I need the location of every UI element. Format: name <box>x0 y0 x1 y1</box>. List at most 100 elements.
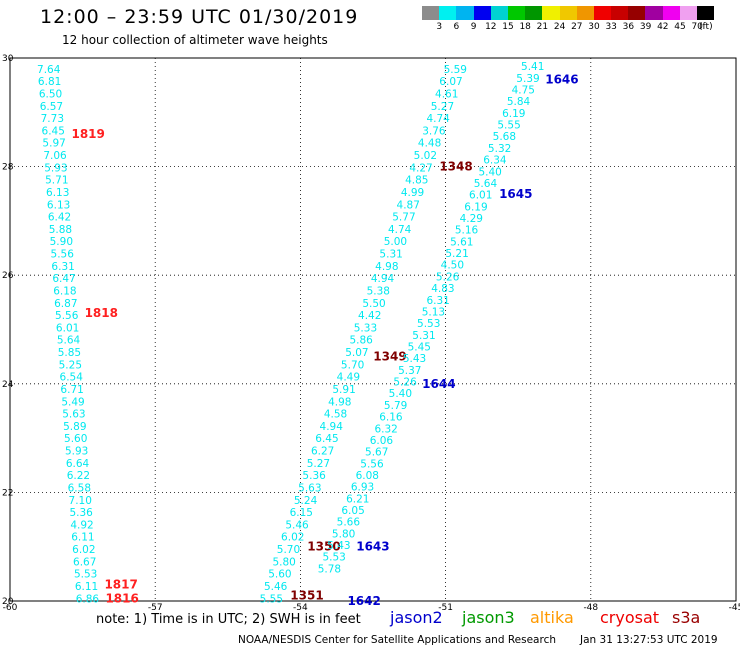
color-scale-swatch <box>628 6 646 20</box>
color-scale-swatch <box>611 6 629 20</box>
longitude-tick-labels: -60 -57 -54 -51 -48 -45 <box>3 603 740 613</box>
wave-height-value: 5.43 <box>403 353 426 365</box>
wave-height-value: 5.43 <box>327 540 350 552</box>
lon-tick-label: -57 <box>148 603 163 613</box>
color-scale-swatch <box>593 6 612 20</box>
wave-height-value: 6.47 <box>52 273 75 285</box>
wave-height-value: 5.45 <box>408 341 431 353</box>
color-scale-label: 70 <box>691 22 703 32</box>
wave-height-value: 5.25 <box>59 359 82 371</box>
wave-height-value: 5.78 <box>318 563 341 575</box>
pass-time-label: 1645 <box>499 187 532 201</box>
wave-height-value: 5.40 <box>389 388 412 400</box>
wave-height-value: 5.90 <box>50 236 73 248</box>
wave-height-value: 4.61 <box>435 88 458 100</box>
pass-time-label: 1643 <box>356 540 389 554</box>
wave-height-value: 5.85 <box>58 347 81 359</box>
wave-height-value: 6.31 <box>51 261 74 273</box>
wave-height-value: 5.66 <box>337 517 361 529</box>
wave-height-value: 5.38 <box>367 285 390 297</box>
wave-height-value: 5.27 <box>431 101 454 113</box>
wave-height-value: 5.21 <box>445 248 468 260</box>
note-text: note: 1) Time is in UTC; 2) SWH is in fe… <box>96 612 361 627</box>
wave-height-value: 6.87 <box>54 298 77 310</box>
wave-height-value: 6.31 <box>426 295 449 307</box>
lat-tick-label: 26 <box>2 271 14 281</box>
pass-time-label: 1642 <box>347 594 380 608</box>
wave-height-value: 5.91 <box>332 384 355 396</box>
wave-height-value: 6.86 <box>76 593 100 605</box>
wave-height-value: 3.76 <box>422 125 446 137</box>
wave-height-value: 5.55 <box>260 593 283 605</box>
pass-time-label: 1646 <box>545 73 578 87</box>
map-subtitle: 12 hour collection of altimeter wave hei… <box>62 33 328 47</box>
wave-height-value: 6.32 <box>374 423 397 435</box>
wave-height-value: 5.63 <box>298 482 321 494</box>
wave-height-value: 5.26 <box>436 271 460 283</box>
wave-height-value: 5.53 <box>74 569 97 581</box>
color-scale-swatch <box>697 6 715 20</box>
wave-height-value: 5.88 <box>49 224 72 236</box>
wave-height-value: 5.86 <box>349 335 373 347</box>
wave-height-value: 4.49 <box>337 372 360 384</box>
color-scale-swatch <box>576 6 594 20</box>
wave-height-value: 5.60 <box>64 433 87 445</box>
wave-height-value: 5.77 <box>392 212 415 224</box>
map-grid <box>10 58 736 601</box>
latitude-tick-labels: 20 22 24 26 28 30 <box>2 54 14 607</box>
wave-height-value: 4.98 <box>328 396 351 408</box>
wave-height-value: 5.33 <box>354 322 377 334</box>
wave-height-value: 5.49 <box>61 396 84 408</box>
wave-height-value: 5.53 <box>417 318 440 330</box>
wave-height-value: 5.36 <box>69 507 93 519</box>
wave-height-value: 7.06 <box>43 150 67 162</box>
track-jason3: 5.596.074.615.274.743.764.485.024.274.85… <box>260 64 473 605</box>
wave-height-value: 5.67 <box>365 447 388 459</box>
wave-height-value: 4.42 <box>358 310 381 322</box>
track-jason2: 5.415.394.755.846.195.555.685.326.345.40… <box>318 61 579 608</box>
pass-time-label: 1349 <box>373 350 406 364</box>
wave-height-value: 4.27 <box>409 162 432 174</box>
wave-height-value: 6.06 <box>370 435 394 447</box>
legend-s3a: s3a <box>672 608 701 627</box>
color-scale-swatch <box>507 6 526 20</box>
color-scale-swatch <box>645 6 663 20</box>
lat-tick-label: 24 <box>2 380 14 390</box>
wave-height-value: 4.94 <box>371 273 395 285</box>
wave-height-value: 4.92 <box>70 519 93 531</box>
wave-height-value: 7.10 <box>69 495 92 507</box>
wave-height-value: 5.39 <box>516 73 539 85</box>
pass-time-label: 1816 <box>105 591 138 605</box>
color-scale-swatch <box>559 6 577 20</box>
wave-height-value: 6.54 <box>60 372 84 384</box>
wave-height-value: 5.56 <box>55 310 79 322</box>
timestamp-text: Jan 31 13:27:53 UTC 2019 <box>580 634 718 646</box>
wave-height-value: 4.74 <box>426 113 450 125</box>
color-scale-swatch <box>679 6 697 20</box>
wave-height-value: 4.85 <box>405 175 428 187</box>
color-scale-label: 36 <box>622 22 635 32</box>
wave-height-value: 5.80 <box>332 528 355 540</box>
pass-time-label: 1348 <box>439 160 472 174</box>
wave-height-value: 6.11 <box>75 581 98 593</box>
satellite-tracks: 7.646.816.506.577.736.455.977.065.935.71… <box>37 61 579 608</box>
wave-height-value: 6.22 <box>67 470 90 482</box>
color-scale-swatch <box>525 6 543 20</box>
wave-height-value: 5.97 <box>42 138 65 150</box>
wave-height-value: 5.24 <box>294 495 318 507</box>
wave-height-value: 6.50 <box>39 88 62 100</box>
lon-tick-label: -45 <box>729 603 740 613</box>
wave-height-value: 5.53 <box>322 552 345 564</box>
wave-height-value: 5.64 <box>474 178 498 190</box>
color-scale-bar <box>422 6 715 20</box>
wave-height-value: 5.26 <box>393 377 417 389</box>
color-scale-swatch <box>473 6 491 20</box>
pass-time-label: 1817 <box>104 578 137 592</box>
pass-time-label: 1819 <box>71 127 104 141</box>
wave-height-value: 5.16 <box>455 225 479 237</box>
wave-height-value: 5.80 <box>272 556 295 568</box>
wave-height-value: 6.18 <box>53 285 76 297</box>
color-scale-swatch <box>456 6 474 20</box>
legend-cryosat: cryosat <box>600 608 660 627</box>
lon-tick-label: -60 <box>3 603 18 613</box>
